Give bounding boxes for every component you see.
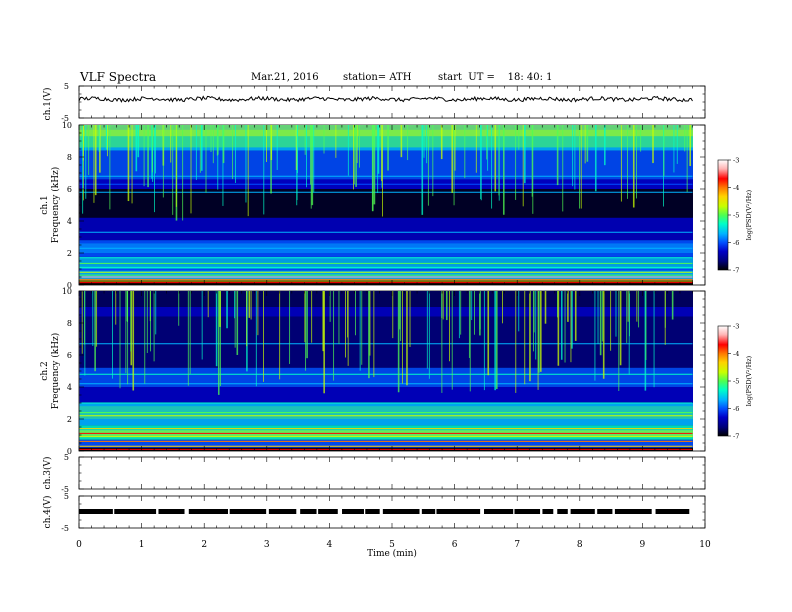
x-tick-label: 3 [264,540,270,550]
ch1-colorbar [717,159,729,271]
x-axis-label: Time (min) [367,548,417,559]
ch4-trace-segment [382,509,420,514]
ch4-trace-segment [542,509,554,514]
ch4-trace-segment [597,509,613,514]
y-tick-label: 2 [67,249,72,258]
station-label: station= ATH [343,72,412,83]
figure-title: VLF Spectra [80,70,157,84]
y-tick-label: 4 [67,383,72,392]
y-tick-label: 6 [67,351,72,360]
x-tick-label: 6 [452,540,458,550]
y-tick-label: 8 [67,153,72,162]
colorbar-tick-label: -4 [733,350,739,358]
y-tick-label: 5 [64,453,69,462]
colorbar-tick-label: -7 [733,433,739,441]
ch4-waveform-ylabel: ch.4(V) [42,496,53,529]
y-tick-label: 0 [67,447,72,456]
ch4-waveform-trace [79,509,690,514]
ch4-trace-segment [557,509,568,514]
ch1-waveform-trace [78,95,693,103]
x-tick-label: 2 [201,540,207,550]
colorbar-tick-label: -3 [733,157,739,165]
colorbar-tick-label: -6 [733,239,739,247]
ch3-waveform-ylabel: ch.3(V) [42,457,53,490]
x-tick-label: 7 [514,540,520,550]
ch1-colorbar-label: log(PSD(V²/Hz) [745,189,753,240]
ch2-spectrogram-ylabel-2: Frequency (kHz) [50,333,61,410]
ch4-trace-segment [318,509,338,514]
y-tick-label: 2 [67,415,72,424]
x-tick-label: 0 [76,540,82,550]
ch4-trace-segment [365,509,380,514]
colorbar-tick-label: -4 [733,184,739,192]
y-tick-label: 6 [67,185,72,194]
y-tick-label: -5 [61,485,69,494]
ch1-spectrogram-ylabel-1: ch.1 [40,195,50,214]
ch4-trace-segment [570,509,595,514]
y-tick-label: 5 [64,82,69,91]
ch4-trace-segment [300,509,317,514]
x-tick-label: 5 [389,540,395,550]
ch4-trace-segment [229,509,267,514]
ch1-spectrogram [79,125,693,285]
ch4-trace-segment [655,509,690,514]
y-tick-label: 0 [67,281,72,290]
x-tick-label: 1 [139,540,145,550]
colorbar-tick-label: -3 [733,323,739,331]
ch4-trace-segment [436,509,481,514]
colorbar-tick-label: -5 [733,212,739,220]
ch4-trace-segment [342,509,364,514]
y-tick-label: 5 [64,492,69,501]
ch4-trace-segment [79,509,113,514]
x-tick-label: 4 [327,540,333,550]
ch4-trace-segment [158,509,185,514]
colorbar-ticks: -3 -4 -5 -6 -7 -3 -4 -5 -6 -7 [728,157,739,441]
x-tick-label: 9 [640,540,646,550]
y-tick-label: 10 [62,121,72,130]
ch4-trace-segment [614,509,652,514]
y-tick-label: -5 [61,114,69,123]
ch2-spectrogram [79,291,693,451]
y-tick-label: 4 [67,217,72,226]
colorbar-tick-label: -7 [733,267,739,275]
colorbar-tick-label: -5 [733,378,739,386]
ch1-waveform-ylabel: ch.1(V) [42,88,53,121]
ch2-colorbar [717,325,729,437]
x-tick-label: 10 [699,540,711,550]
ch4-trace-segment [114,509,157,514]
start-time-label: start UT = 18: 40: 1 [438,72,553,83]
ch2-spectrogram-ylabel-1: ch.2 [40,361,50,380]
y-tick-label: 8 [67,319,72,328]
date-label: Mar.21, 2016 [251,72,319,83]
ch4-trace-segment [188,509,229,514]
ch4-trace-segment [514,509,541,514]
ch4-trace-segment [421,509,436,514]
ch4-trace-segment [484,509,514,514]
x-tick-label: 8 [577,540,583,550]
colorbar-tick-label: -6 [733,405,739,413]
ch2-colorbar-label: log(PSD(V²/Hz) [745,355,753,406]
ch4-trace-segment [268,509,297,514]
y-tick-label: -5 [61,524,69,533]
ch1-spectrogram-ylabel-2: Frequency (kHz) [50,167,61,244]
y-tick-label: 10 [62,287,72,296]
